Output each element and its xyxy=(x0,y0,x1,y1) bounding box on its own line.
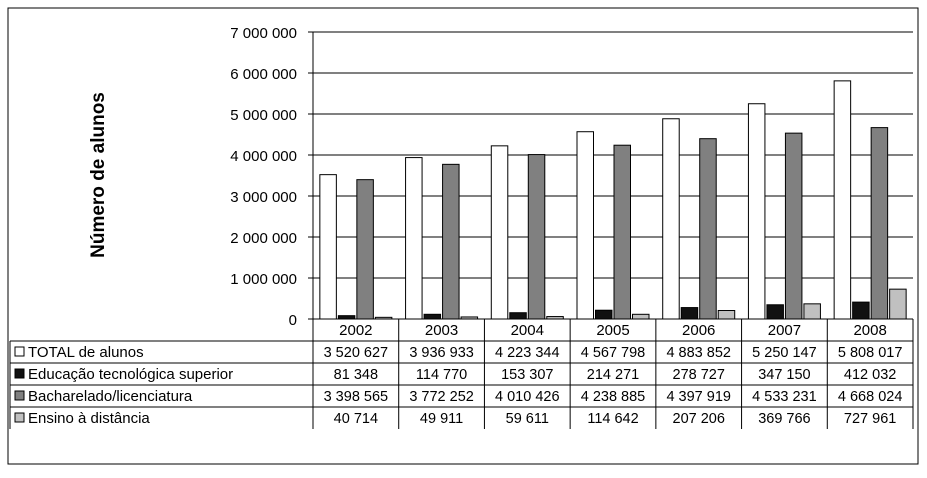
y-tick-label: 6 000 000 xyxy=(230,66,297,83)
bar xyxy=(699,138,717,320)
bar xyxy=(870,127,889,320)
y-axis-label: Número de alunos xyxy=(88,92,109,258)
data-label: 4 010 426 xyxy=(495,389,560,405)
bar xyxy=(717,310,736,320)
data-label: 49 911 xyxy=(420,411,463,427)
legend-entry: Bacharelado/licenciatura xyxy=(28,388,193,405)
legend-swatch xyxy=(14,412,25,423)
bar xyxy=(662,118,680,320)
data-label: 4 223 344 xyxy=(495,345,560,361)
bar xyxy=(632,313,650,320)
bar xyxy=(784,132,803,320)
data-label: 4 238 885 xyxy=(581,389,646,405)
data-label: 5 250 147 xyxy=(752,345,817,361)
data-label: 153 307 xyxy=(501,367,553,383)
data-label: 3 772 252 xyxy=(409,389,474,405)
bar xyxy=(423,313,442,320)
data-label: 347 150 xyxy=(758,367,810,383)
bar xyxy=(680,307,699,320)
x-category-label: 2005 xyxy=(596,322,629,339)
y-tick-label: 5 000 000 xyxy=(230,107,297,124)
y-tick-label: 4 000 000 xyxy=(230,148,297,165)
bar xyxy=(595,309,613,320)
data-label: 40 714 xyxy=(334,411,378,427)
chart-frame xyxy=(7,7,919,465)
data-label: 4 668 024 xyxy=(838,389,903,405)
data-label: 59 611 xyxy=(506,411,549,427)
bar xyxy=(337,315,356,320)
data-label: 214 271 xyxy=(587,367,639,383)
bar xyxy=(833,80,852,320)
data-label: 3 936 933 xyxy=(409,345,474,361)
x-category-label: 2004 xyxy=(511,322,544,339)
bar xyxy=(889,288,907,320)
bar xyxy=(490,145,509,320)
data-label: 81 348 xyxy=(334,367,378,383)
data-label: 278 727 xyxy=(673,367,725,383)
bar xyxy=(852,301,870,320)
data-label: 114 642 xyxy=(587,411,638,427)
x-category-label: 2008 xyxy=(853,322,886,339)
data-label: 3 520 627 xyxy=(324,345,389,361)
data-label: 369 766 xyxy=(758,411,810,427)
bar xyxy=(747,103,766,320)
x-category-label: 2002 xyxy=(339,322,372,339)
data-label: 4 883 852 xyxy=(666,345,731,361)
bar xyxy=(319,174,337,320)
data-label: 5 808 017 xyxy=(838,345,903,361)
bar xyxy=(576,131,594,320)
legend-swatch xyxy=(14,368,25,379)
y-tick-label: 1 000 000 xyxy=(230,271,297,288)
bar xyxy=(405,157,423,320)
y-axis-tick-labels: 0 1 000 000 2 000 000 3 000 000 4 000 000 5 0… xyxy=(230,25,297,329)
legend-entry: Educação tecnológica superior xyxy=(28,366,233,383)
data-table: 2002 2003 2004 2005 2006 2007 2008 TOTAL de alu… xyxy=(9,318,914,429)
legend-swatch xyxy=(14,390,25,401)
bar xyxy=(766,304,784,320)
x-category-label: 2007 xyxy=(768,322,801,339)
data-label: 114 770 xyxy=(416,367,467,383)
bar xyxy=(509,312,527,320)
bars xyxy=(319,80,907,320)
bar xyxy=(442,163,460,320)
x-category-label: 2006 xyxy=(682,322,715,339)
data-label: 3 398 565 xyxy=(324,389,389,405)
legend-swatch xyxy=(14,346,25,357)
data-label: 4 533 231 xyxy=(752,389,817,405)
y-tick-label: 3 000 000 xyxy=(230,189,297,206)
legend-entry: Ensino à distância xyxy=(28,410,150,427)
y-tick-label: 7 000 000 xyxy=(230,25,297,42)
data-label: 4 567 798 xyxy=(581,345,646,361)
bar xyxy=(356,179,374,320)
y-tick-label: 2 000 000 xyxy=(230,230,297,247)
bar xyxy=(527,154,546,320)
x-category-label: 2003 xyxy=(425,322,458,339)
bar xyxy=(613,144,631,320)
legend-entry: TOTAL de alunos xyxy=(28,344,144,361)
data-label: 727 961 xyxy=(844,411,896,427)
data-label: 207 206 xyxy=(673,411,725,427)
data-label: 4 397 919 xyxy=(666,389,731,405)
y-tick-label: 0 xyxy=(289,312,297,329)
bar xyxy=(803,303,821,320)
data-label: 412 032 xyxy=(844,367,896,383)
